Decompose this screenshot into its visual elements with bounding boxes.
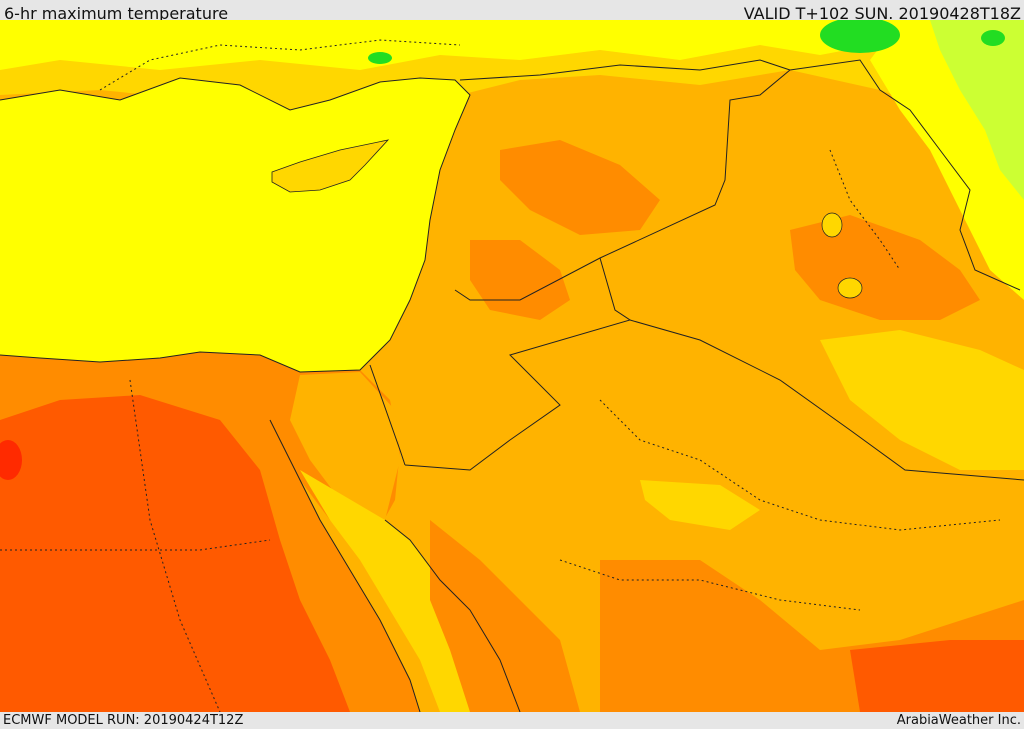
turkey-mild-zone	[0, 20, 1024, 70]
cool-spot-e	[981, 30, 1005, 46]
map-canvas	[0, 20, 1024, 712]
gulf-warm-zone	[820, 330, 1024, 470]
iraq-hot-zone	[790, 215, 980, 320]
hotspot-west	[0, 440, 22, 480]
egypt-very-hot-zone	[0, 395, 350, 712]
cool-spot-ne	[820, 20, 900, 53]
zagros-lime-zone	[930, 20, 1024, 200]
hejaz-hot-zone	[430, 520, 580, 712]
syria-hot-zone	[500, 140, 660, 235]
cool-spot-turkey	[368, 52, 392, 64]
east-saudi-very-hot-zone	[850, 640, 1024, 712]
coastlines	[0, 77, 521, 712]
lake-razzaza	[837, 277, 863, 299]
map-title: 6-hr maximum temperature	[4, 4, 229, 23]
temperature-map	[0, 20, 1024, 712]
footer-bar: ECMWF MODEL RUN: 20190424T12Z ArabiaWeat…	[0, 712, 1024, 729]
valid-time: VALID T+102 SUN. 20190428T18Z	[743, 4, 1021, 23]
cyprus	[271, 139, 390, 193]
country-borders	[369, 59, 1024, 481]
sinai-zone	[290, 372, 400, 545]
header-bar: 6-hr maximum temperature VALID T+102 SUN…	[0, 0, 1024, 23]
internal-borders	[0, 39, 1001, 712]
lake-tharthar	[821, 212, 843, 238]
credit-label: ArabiaWeather Inc.	[896, 713, 1021, 728]
model-run-label: ECMWF MODEL RUN: 20190424T12Z	[3, 713, 244, 728]
nafud-warm-zone	[640, 480, 760, 530]
